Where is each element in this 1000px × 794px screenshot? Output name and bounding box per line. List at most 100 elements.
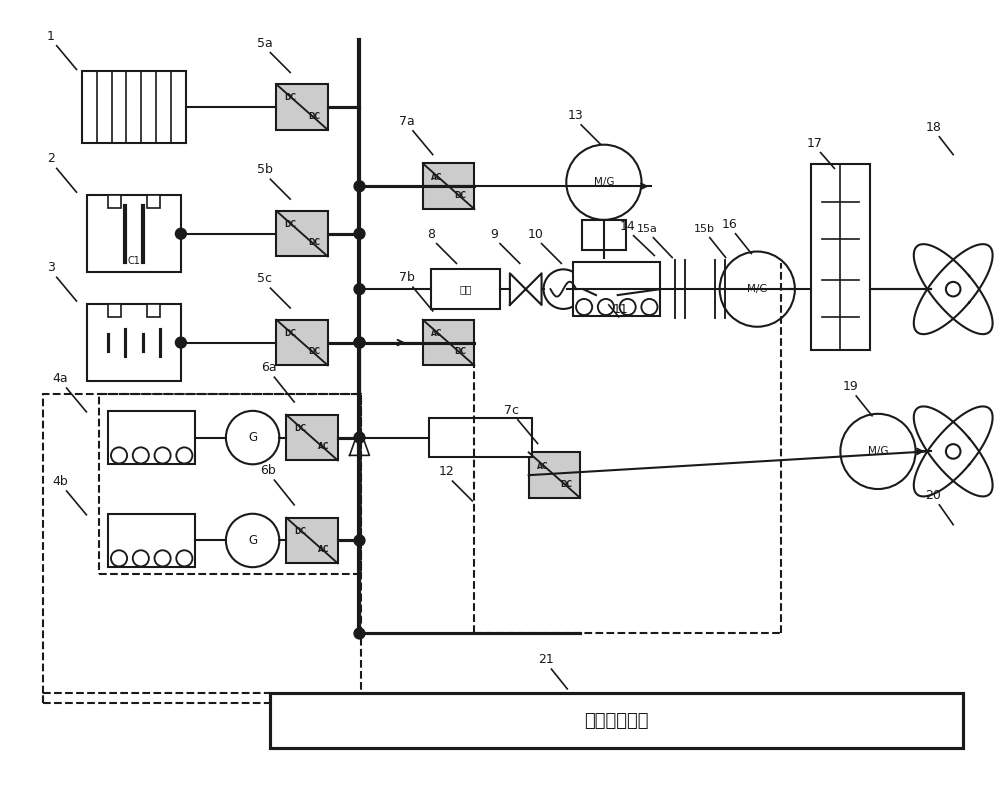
Text: 液氨: 液氨 (459, 284, 472, 294)
Text: DC: DC (308, 112, 320, 121)
Text: DC: DC (560, 480, 572, 489)
Bar (82, 71, 186, 143)
Bar (108, 304, 121, 317)
Bar (582, 220, 626, 249)
Bar (108, 195, 121, 208)
Text: 9: 9 (490, 228, 498, 241)
Circle shape (354, 535, 365, 546)
Text: DC: DC (308, 238, 320, 248)
Text: AC: AC (318, 545, 330, 554)
Text: 13: 13 (567, 109, 583, 122)
Bar (286, 414, 338, 461)
Text: G: G (248, 534, 257, 547)
Circle shape (544, 269, 583, 309)
Circle shape (111, 550, 127, 566)
Bar (286, 518, 338, 563)
Circle shape (354, 337, 365, 348)
Circle shape (354, 181, 365, 191)
Text: 15b: 15b (693, 224, 714, 233)
Text: 3: 3 (47, 261, 55, 275)
Text: 4a: 4a (53, 372, 68, 385)
Circle shape (354, 229, 365, 239)
Circle shape (840, 414, 916, 489)
Bar (276, 211, 328, 256)
Text: DC: DC (294, 424, 306, 433)
Bar (573, 263, 660, 316)
Text: 18: 18 (925, 121, 941, 134)
Bar (423, 320, 474, 365)
Text: 21: 21 (538, 653, 553, 666)
Bar (423, 164, 474, 209)
Bar (99, 394, 361, 574)
Bar (429, 418, 532, 457)
Text: 4b: 4b (53, 475, 69, 488)
Text: DC: DC (454, 191, 466, 200)
Text: 10: 10 (528, 228, 544, 241)
Text: 整船冷却系统: 整船冷却系统 (585, 711, 649, 730)
Circle shape (354, 628, 365, 639)
Text: M/G: M/G (747, 284, 768, 294)
Bar (529, 453, 580, 498)
Bar (87, 304, 181, 381)
Text: G: G (248, 431, 257, 444)
Text: M/G: M/G (868, 446, 888, 457)
Text: AC: AC (431, 329, 442, 338)
Text: 7a: 7a (399, 115, 415, 128)
Bar (270, 693, 963, 748)
Circle shape (946, 282, 960, 296)
Text: C1: C1 (127, 256, 140, 266)
Bar (87, 195, 181, 272)
Circle shape (175, 337, 186, 348)
Circle shape (354, 283, 365, 295)
Circle shape (641, 299, 657, 315)
Circle shape (176, 550, 192, 566)
Text: 6a: 6a (261, 361, 276, 374)
Bar (276, 320, 328, 365)
Text: 19: 19 (842, 380, 858, 393)
Text: 5c: 5c (257, 272, 272, 285)
Text: DC: DC (308, 347, 320, 357)
Circle shape (175, 229, 186, 239)
Circle shape (155, 447, 171, 464)
Circle shape (720, 252, 795, 327)
Circle shape (566, 145, 641, 220)
Text: 11: 11 (613, 303, 629, 316)
Text: DC: DC (284, 329, 296, 338)
Bar (276, 84, 328, 130)
Circle shape (576, 299, 592, 315)
Text: 7b: 7b (399, 272, 415, 284)
Text: 2: 2 (47, 152, 55, 165)
Circle shape (354, 432, 365, 443)
Text: M/G: M/G (594, 177, 614, 187)
Text: AC: AC (318, 442, 330, 451)
Circle shape (598, 299, 614, 315)
Text: AC: AC (537, 461, 548, 471)
Text: 8: 8 (427, 228, 435, 241)
Bar (108, 410, 195, 464)
Bar (431, 269, 500, 309)
Bar (108, 514, 195, 567)
Text: 6b: 6b (261, 464, 276, 477)
Circle shape (155, 550, 171, 566)
Text: 16: 16 (722, 218, 737, 231)
Circle shape (226, 514, 279, 567)
Bar (147, 195, 160, 208)
Circle shape (620, 299, 636, 315)
Circle shape (354, 337, 365, 348)
Bar (43, 394, 361, 703)
Text: 15a: 15a (637, 224, 658, 233)
Circle shape (133, 447, 149, 464)
Bar (596, 284, 618, 306)
Bar (811, 164, 870, 350)
Text: 5b: 5b (257, 164, 272, 176)
Circle shape (176, 447, 192, 464)
Circle shape (226, 410, 279, 464)
Circle shape (133, 550, 149, 566)
Text: 12: 12 (439, 465, 454, 478)
Text: 17: 17 (807, 137, 823, 149)
Text: DC: DC (284, 94, 296, 102)
Text: 14: 14 (620, 220, 636, 233)
Text: DC: DC (454, 347, 466, 357)
Text: DC: DC (294, 527, 306, 536)
Text: AC: AC (431, 172, 442, 182)
